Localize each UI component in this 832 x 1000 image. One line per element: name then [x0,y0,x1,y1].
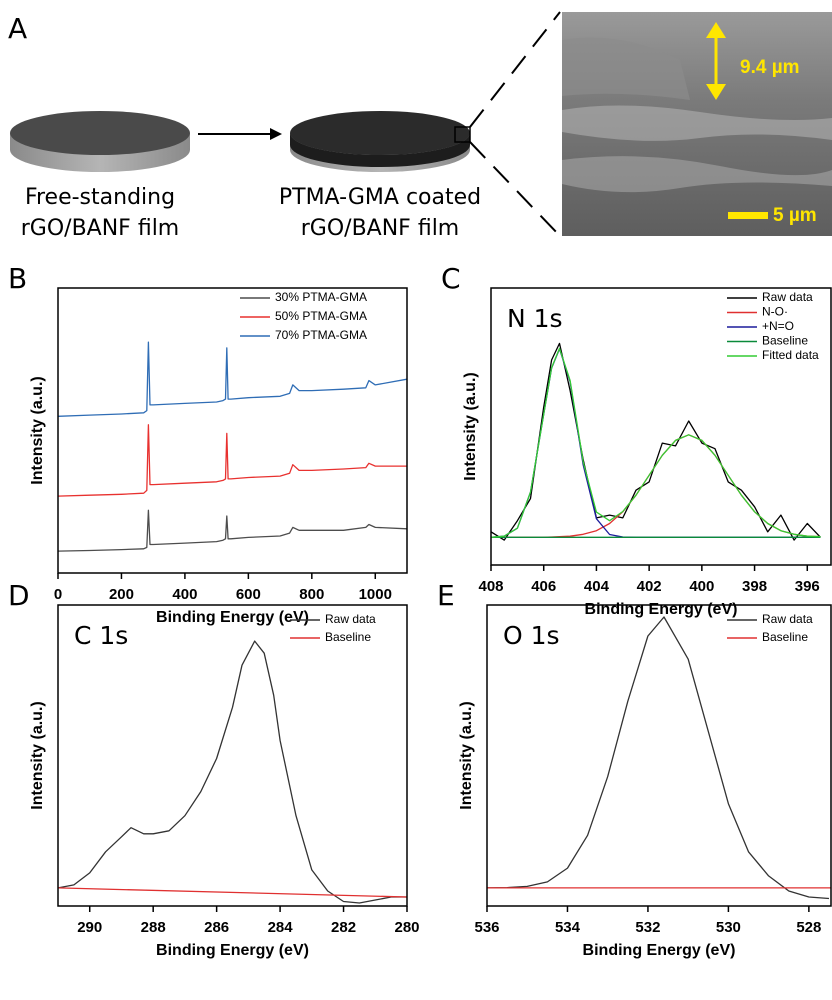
panel-a: A Free-standing rGO/BANF film PTMA-GMA c… [8,11,832,241]
sem-texture [562,156,832,193]
x-axis-label: Binding Energy (eV) [156,942,309,959]
x-tick-label: 404 [584,578,610,595]
scale-bar [728,212,768,219]
series-line [58,424,407,497]
plot-frame [490,287,832,566]
annotation: O 1s [503,621,560,650]
caption: rGO/BANF film [21,216,179,241]
zoom-line [469,141,561,237]
series-line [58,341,407,417]
panel-label: A [8,12,27,45]
zoom-box [454,126,471,143]
caption: rGO/BANF film [301,216,459,241]
x-tick-label: 406 [531,578,556,595]
series-line [58,887,407,898]
x-axis-label: Binding Energy (eV) [585,601,738,618]
series-line [491,434,821,538]
x-tick-label: 408 [478,578,503,595]
sem-label: 5 µm [773,205,817,226]
legend-label: Fitted data [762,348,819,362]
x-tick-label: 282 [331,919,356,936]
legend-label: Raw data [762,612,813,626]
panel-label: B [8,262,27,295]
legend-label: Baseline [762,630,808,644]
x-tick-label: 534 [555,919,581,936]
y-axis-label: Intensity (a.u.) [462,372,479,480]
x-axis-label: Binding Energy (eV) [583,942,736,959]
series-line [58,509,407,552]
series-line [58,640,407,904]
legend-label: 70% PTMA-GMA [275,328,367,342]
sem-texture [562,37,690,100]
x-tick-label: 290 [77,919,102,936]
x-axis-label: Binding Energy (eV) [156,609,309,626]
caption: PTMA-GMA coated [279,185,481,210]
legend-label: Baseline [325,630,371,644]
plot-frame [57,287,408,574]
coating [290,133,470,167]
series-line [491,342,821,541]
x-tick-label: 280 [394,919,419,936]
series-group [491,342,821,541]
x-tick-label: 532 [635,919,660,936]
legend-label: 30% PTMA-GMA [275,290,367,304]
sem-label: 9.4 µm [740,57,800,78]
x-tick-label: 528 [796,919,821,936]
x-tick-label: 600 [236,586,261,603]
series-line [491,347,821,538]
x-tick-label: 402 [637,578,662,595]
series-group [58,640,407,904]
annotation: N 1s [507,304,563,333]
x-tick-label: 530 [716,919,741,936]
disc-top [290,111,470,155]
zoom-line [469,11,561,128]
x-tick-label: 200 [109,586,134,603]
x-tick-label: 800 [299,586,324,603]
series-line [487,616,830,900]
panel-label: C [441,262,461,295]
legend-label: +N=O [762,319,794,333]
caption: Free-standing [25,185,175,210]
legend-label: Raw data [325,612,376,626]
legend-label: Baseline [762,334,808,348]
x-tick-label: 400 [172,586,197,603]
y-axis-label: Intensity (a.u.) [29,376,46,484]
series-group [487,616,831,900]
scale-arrow-head [706,22,726,100]
arrow-head [270,128,282,140]
series-group [58,341,407,552]
x-tick-label: 0 [54,586,62,603]
panel-label: D [8,579,30,612]
legend-label: Raw data [762,290,813,304]
annotation: C 1s [74,621,128,650]
x-tick-label: 398 [742,578,767,595]
y-axis-label: Intensity (a.u.) [458,701,475,809]
legend-label: N-O· [762,305,788,319]
y-axis-label: Intensity (a.u.) [29,701,46,809]
disc-top [10,111,190,155]
x-tick-label: 536 [474,919,499,936]
sem-texture [562,105,832,141]
series-line [491,348,821,538]
plot-frame [57,604,408,907]
x-tick-label: 1000 [359,586,392,603]
x-tick-label: 396 [795,578,820,595]
plot-frame [486,604,832,907]
x-tick-label: 284 [268,919,294,936]
x-tick-label: 286 [204,919,229,936]
x-tick-label: 400 [689,578,714,595]
x-tick-label: 288 [141,919,166,936]
legend-label: 50% PTMA-GMA [275,309,367,323]
panel-label: E [437,579,455,612]
